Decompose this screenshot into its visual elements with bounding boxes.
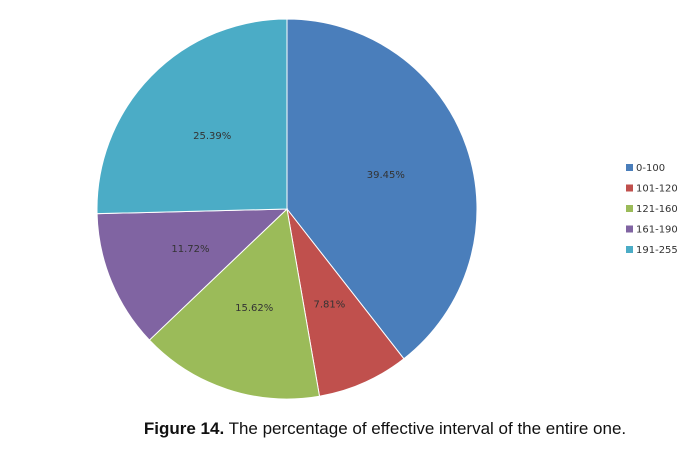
data-label-121-160: 15.62% (235, 303, 273, 314)
legend-swatch-0-100 (626, 164, 633, 171)
data-label-101-120: 7.81% (313, 300, 345, 311)
legend-swatch-161-190 (626, 225, 633, 233)
legend-swatch-121-160 (626, 205, 633, 212)
figure-number: Figure 14. (143, 419, 225, 438)
legend-swatch-191-255 (626, 246, 633, 253)
figure-caption-text: The percentage of effective interval of … (224, 419, 627, 438)
legend-label-161-190: 161-190 (636, 225, 678, 236)
legend-label-191-255: 191-255 (636, 245, 678, 256)
legend: 0-100 101-120 121-160 161-190 191-255 (626, 163, 678, 256)
data-label-191-255: 25.39% (193, 131, 231, 142)
legend-label-101-120: 101-120 (636, 184, 678, 195)
legend-label-121-160: 121-160 (636, 204, 678, 215)
pie-slice-101-120 (286, 208, 405, 397)
pie-data-labels: 39.45% 7.81% 15.62% 11.72% 25.39% (171, 131, 404, 314)
pie-slice-121-160 (148, 207, 321, 400)
pie-slice-161-190 (96, 208, 289, 341)
data-label-161-190: 11.72% (171, 244, 209, 255)
pie-slice-191-255 (96, 18, 288, 215)
pie-slice-0-100 (286, 18, 478, 360)
legend-label-0-100: 0-100 (636, 163, 665, 174)
pie-slices (96, 18, 478, 400)
figure-caption: Figure 14. The percentage of effective i… (0, 419, 695, 439)
legend-swatch-101-120 (626, 184, 633, 192)
data-label-0-100: 39.45% (367, 170, 405, 181)
